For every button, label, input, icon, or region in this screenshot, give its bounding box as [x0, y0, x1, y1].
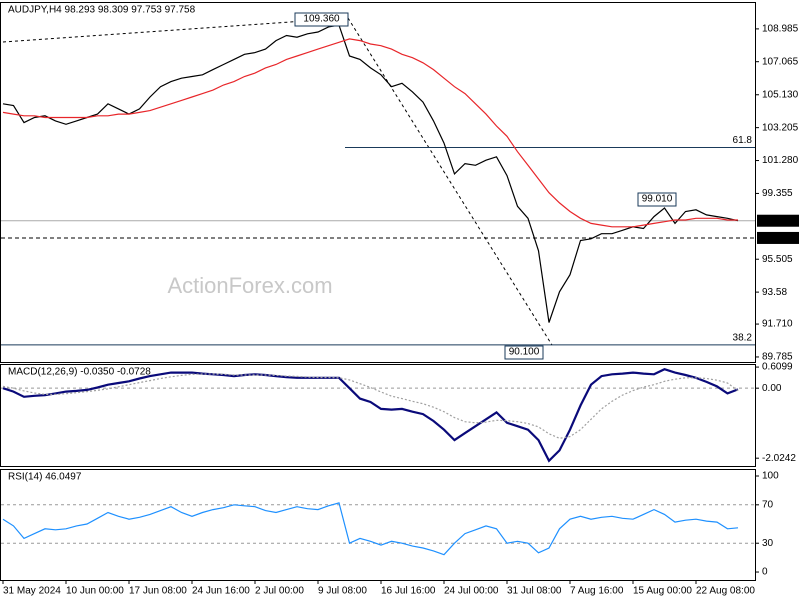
- annotation-box: [637, 192, 677, 207]
- trend-line: [2, 17, 349, 43]
- series-line: [2, 502, 739, 556]
- rsi-panel: [0, 469, 756, 581]
- fib-label: 61.8: [733, 135, 753, 146]
- watermark: ActionForex.com: [167, 273, 332, 298]
- rsi-title: RSI(14) 46.0497: [8, 472, 82, 483]
- fib-label: 38.2: [733, 333, 753, 344]
- price-label: 97.758: [762, 215, 793, 226]
- annotation: 109.360: [303, 14, 340, 25]
- y-tick-label: 30: [762, 538, 774, 549]
- x-tick-label: 15 Aug 00:00: [633, 586, 692, 597]
- macd-panel: [0, 364, 756, 467]
- series-line: [2, 368, 739, 463]
- y-tick-label: 100: [762, 471, 779, 482]
- annotation: 90.100: [509, 347, 540, 358]
- y-tick-label: 108.985: [762, 24, 799, 35]
- y-tick-label: 91.710: [762, 319, 793, 330]
- chart-title: AUDJPY,H4 98.293 98.309 97.753 97.758: [8, 5, 196, 16]
- trend-line: [347, 17, 553, 346]
- x-tick-label: 24 Jun 16:00: [192, 586, 250, 597]
- series-line: [2, 38, 738, 228]
- x-tick-label: 10 Jun 00:00: [66, 586, 124, 597]
- price-panel: [0, 2, 756, 363]
- x-tick-label: 31 May 2024: [3, 586, 61, 597]
- y-tick-label: 103.205: [762, 122, 799, 133]
- y-tick-label: 0: [762, 567, 768, 578]
- series-line: [2, 373, 739, 439]
- annotation-box: [504, 345, 544, 360]
- x-tick-label: 16 Jul 16:00: [381, 586, 436, 597]
- macd-title: MACD(12,26,9) -0.0350 -0.0728: [8, 367, 151, 378]
- annotation: 99.010: [642, 194, 673, 205]
- y-tick-label: 0.00: [762, 383, 782, 394]
- y-tick-label: 93.58: [762, 287, 787, 298]
- price-label: 96.750: [762, 233, 793, 244]
- x-tick-label: 24 Jul 00:00: [444, 586, 499, 597]
- y-tick-label: 99.355: [762, 188, 793, 199]
- price-box: [757, 231, 799, 244]
- y-tick-label: 107.065: [762, 56, 799, 67]
- annotation-box: [294, 12, 349, 27]
- series-line: [2, 24, 739, 323]
- y-tick-label: 0.6099: [762, 362, 793, 373]
- y-tick-label: 105.130: [762, 89, 799, 100]
- x-tick-label: 17 Jun 08:00: [129, 586, 187, 597]
- y-tick-label: 95.505: [762, 254, 793, 265]
- x-tick-label: 22 Aug 08:00: [696, 586, 755, 597]
- x-tick-label: 31 Jul 08:00: [507, 586, 562, 597]
- x-tick-label: 9 Jul 08:00: [318, 586, 367, 597]
- price-box: [757, 214, 799, 227]
- y-tick-label: 70: [762, 499, 774, 510]
- y-tick-label: 89.785: [762, 352, 793, 363]
- y-tick-label: 101.280: [762, 155, 799, 166]
- x-tick-label: 2 Jul 00:00: [255, 586, 304, 597]
- y-tick-label: -2.0242: [762, 453, 796, 464]
- x-tick-label: 7 Aug 16:00: [570, 586, 624, 597]
